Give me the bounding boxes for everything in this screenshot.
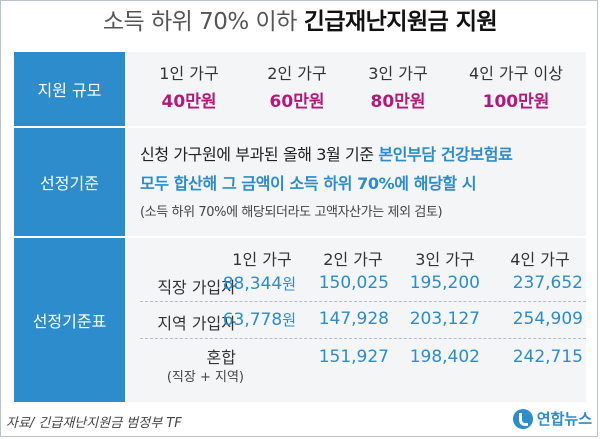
scale-amount: 60만원 bbox=[269, 92, 325, 112]
table-cell: 63,778원 bbox=[222, 310, 296, 330]
scale-amount: 100만원 bbox=[482, 92, 550, 112]
criteria-note: (소득 하위 70%에 해당되더라도 고액자산가는 제외 검토) bbox=[140, 205, 443, 220]
scale-item: 3인 가구 80만원 bbox=[338, 60, 458, 116]
scale-amount: 80만원 bbox=[370, 92, 426, 112]
row-divider bbox=[140, 338, 586, 339]
section-label-criteria: 선정기준 bbox=[14, 128, 125, 236]
table-cell: 237,652 bbox=[512, 273, 583, 293]
criteria-highlight: 본인부담 건강보험료 bbox=[378, 145, 513, 164]
table-row-label: 직장 가입자 bbox=[157, 278, 236, 297]
scale-item: 1인 가구 40만원 bbox=[129, 60, 249, 116]
title-main: 긴급재난지원금 지원 bbox=[303, 9, 498, 35]
scale-household: 4인 가구 이상 bbox=[469, 64, 563, 83]
table-cell: 203,127 bbox=[409, 309, 480, 329]
table-cell: 198,402 bbox=[409, 347, 480, 367]
criteria-line-1: 신청 가구원에 부과된 올해 3월 기준 본인부담 건강보험료 bbox=[140, 141, 513, 165]
criteria-line-2: 모두 합산해 그 금액이 소득 하위 70%에 해당할 시 bbox=[140, 174, 477, 193]
section-divider bbox=[14, 236, 586, 238]
table-cell: 254,909 bbox=[512, 309, 583, 329]
yonhap-logo-icon bbox=[512, 408, 533, 429]
table-row-sublabel: (직장 + 지역) bbox=[166, 370, 244, 385]
table-cell: 88,344원 bbox=[222, 274, 296, 294]
source-credit: 자료/ 긴급재난지원금 범정부 TF bbox=[6, 416, 182, 431]
scale-item: 2인 가구 60만원 bbox=[237, 60, 357, 116]
row-divider bbox=[140, 301, 586, 302]
section-label-table: 선정기준표 bbox=[14, 238, 125, 402]
criteria-text: 신청 가구원에 부과된 올해 3월 기준 bbox=[140, 145, 379, 164]
table-cell: 150,025 bbox=[318, 273, 389, 293]
publisher-logo: 연합뉴스 bbox=[512, 408, 592, 429]
section-label-scale: 지원 규모 bbox=[14, 52, 125, 126]
table-cell: 151,927 bbox=[318, 347, 389, 367]
section-divider bbox=[14, 126, 586, 128]
scale-household: 2인 가구 bbox=[267, 64, 327, 83]
table-column-header: 4인 가구 bbox=[510, 250, 570, 269]
table-row-label: 지역 가입자 bbox=[157, 314, 236, 333]
scale-household: 1인 가구 bbox=[159, 64, 219, 83]
table-cell: 195,200 bbox=[409, 273, 480, 293]
table-column-header: 3인 가구 bbox=[415, 250, 475, 269]
scale-amount: 40만원 bbox=[161, 92, 217, 112]
scale-item: 4인 가구 이상 100만원 bbox=[451, 60, 581, 116]
table-row-label: 혼합 bbox=[206, 348, 236, 367]
page-title: 소득 하위 70% 이하 긴급재난지원금 지원 bbox=[0, 4, 600, 40]
table-cell: 147,928 bbox=[318, 309, 389, 329]
table-column-header: 1인 가구 bbox=[232, 250, 292, 269]
title-prefix: 소득 하위 70% 이하 bbox=[102, 9, 298, 35]
table-column-header: 2인 가구 bbox=[323, 250, 383, 269]
table-cell: 242,715 bbox=[512, 347, 583, 367]
scale-household: 3인 가구 bbox=[368, 64, 428, 83]
logo-text: 연합뉴스 bbox=[536, 410, 592, 428]
